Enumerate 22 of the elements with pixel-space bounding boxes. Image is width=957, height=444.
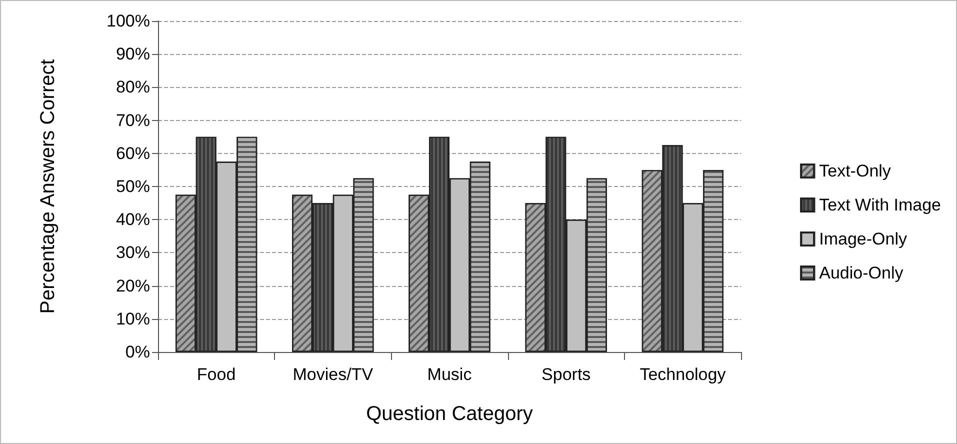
y-tick-label: 80% [116,78,150,97]
y-tick-label: 60% [116,144,150,163]
x-tick-label: Technology [640,365,726,384]
x-axis-title: Question Category [366,403,533,425]
legend-label: Text-Only [819,162,892,180]
y-tick-label: 20% [116,276,150,296]
y-tick-label: 0% [125,342,150,362]
legend-label: Text With Image [819,196,942,214]
y-tick-label: 100% [106,12,150,30]
x-tick-label: Movies/TV [292,365,374,384]
y-tick-label: 90% [116,44,150,64]
y-tick-label: 10% [116,309,150,328]
x-tick-label: Sports [542,365,591,384]
legend-label: Audio-Only [819,264,904,282]
y-tick-label: 70% [116,110,150,130]
y-axis-title: Percentage Answers Correct [37,58,59,314]
legend-label: Image-Only [819,230,908,248]
y-tick-label: 30% [116,243,150,262]
x-tick-label: Music [427,365,472,384]
y-tick-label: 40% [116,210,150,230]
y-tick-label: 50% [116,177,150,196]
x-tick-label: Food [196,365,236,384]
